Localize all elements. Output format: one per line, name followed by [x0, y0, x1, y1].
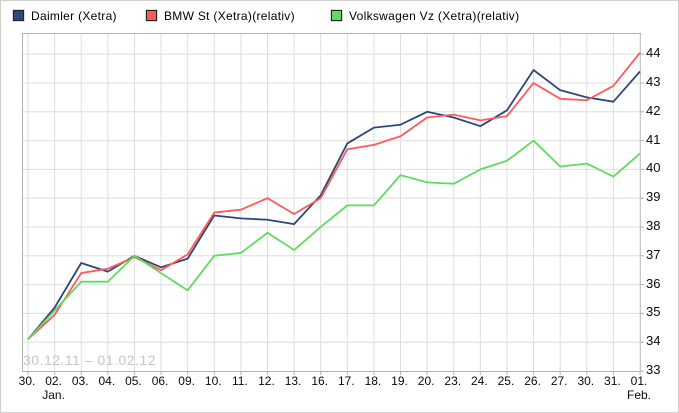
x-axis-label: 05.	[125, 374, 142, 388]
y-axis-label: 39	[646, 189, 661, 205]
x-axis-label: 19.	[391, 374, 408, 388]
plot-area	[22, 33, 644, 375]
legend-swatch-volkswagen	[331, 10, 342, 21]
series-line-daimler	[27, 69, 641, 340]
y-axis-label: 35	[646, 304, 661, 320]
legend-item-daimler: Daimler (Xetra)	[13, 8, 117, 23]
x-axis-label: 24.	[471, 374, 488, 388]
legend-item-volkswagen: Volkswagen Vz (Xetra)(relativ)	[331, 8, 519, 23]
x-axis-label: 11.	[231, 374, 248, 388]
chart-canvas	[23, 34, 644, 375]
x-axis-label: 27.	[550, 374, 568, 388]
x-axis-label: 06.	[151, 374, 169, 388]
x-axis-label: 13.	[284, 374, 302, 388]
x-axis-label: 01.	[630, 374, 648, 388]
x-axis-label: 02.	[45, 374, 62, 388]
x-axis-label: 12.	[258, 374, 275, 388]
y-axis-label: 37	[646, 246, 661, 262]
series-line-bmw	[27, 52, 641, 340]
x-axis-label: 25.	[497, 374, 515, 388]
x-axis-label: 03.	[71, 374, 89, 388]
legend-label-daimler: Daimler (Xetra)	[31, 8, 117, 23]
legend-swatch-bmw	[146, 10, 157, 21]
y-axis-label: 42	[646, 102, 661, 118]
legend-swatch-daimler	[13, 10, 24, 21]
series-line-volkswagen	[27, 139, 641, 340]
legend-label-bmw: BMW St (Xetra)(relativ)	[164, 8, 295, 23]
y-axis-label: 44	[646, 45, 661, 61]
x-axis-label: 20.	[417, 374, 435, 388]
x-axis-label: 16.	[311, 374, 329, 388]
x-axis-label: 30.	[18, 374, 36, 388]
y-axis-label: 34	[646, 333, 661, 349]
x-axis-label: 17.	[337, 374, 355, 388]
x-axis-label: 30.	[577, 374, 595, 388]
x-axis-label: 09.	[178, 374, 195, 388]
y-axis-label: 38	[646, 217, 661, 233]
y-axis-label: 41	[646, 131, 661, 147]
x-axis-label: 18.	[364, 374, 382, 388]
x-axis-label: 10.	[204, 374, 222, 388]
y-axis-label: 43	[646, 73, 661, 89]
legend-item-bmw: BMW St (Xetra)(relativ)	[146, 8, 295, 23]
y-axis-label: 33	[646, 362, 661, 377]
y-axis-label: 40	[646, 160, 661, 176]
y-axis-label: 36	[646, 275, 661, 291]
month-label: Feb.	[626, 388, 651, 402]
month-label: Jan.	[42, 388, 65, 402]
x-axis-label: 23.	[444, 374, 462, 388]
x-axis-label: 26.	[524, 374, 541, 388]
legend-label-volkswagen: Volkswagen Vz (Xetra)(relativ)	[349, 8, 520, 23]
x-axis-label: 31.	[604, 374, 621, 388]
x-axis-label: 04.	[98, 374, 116, 388]
date-range-watermark: 30.12.11 – 01.02.12	[23, 352, 157, 368]
